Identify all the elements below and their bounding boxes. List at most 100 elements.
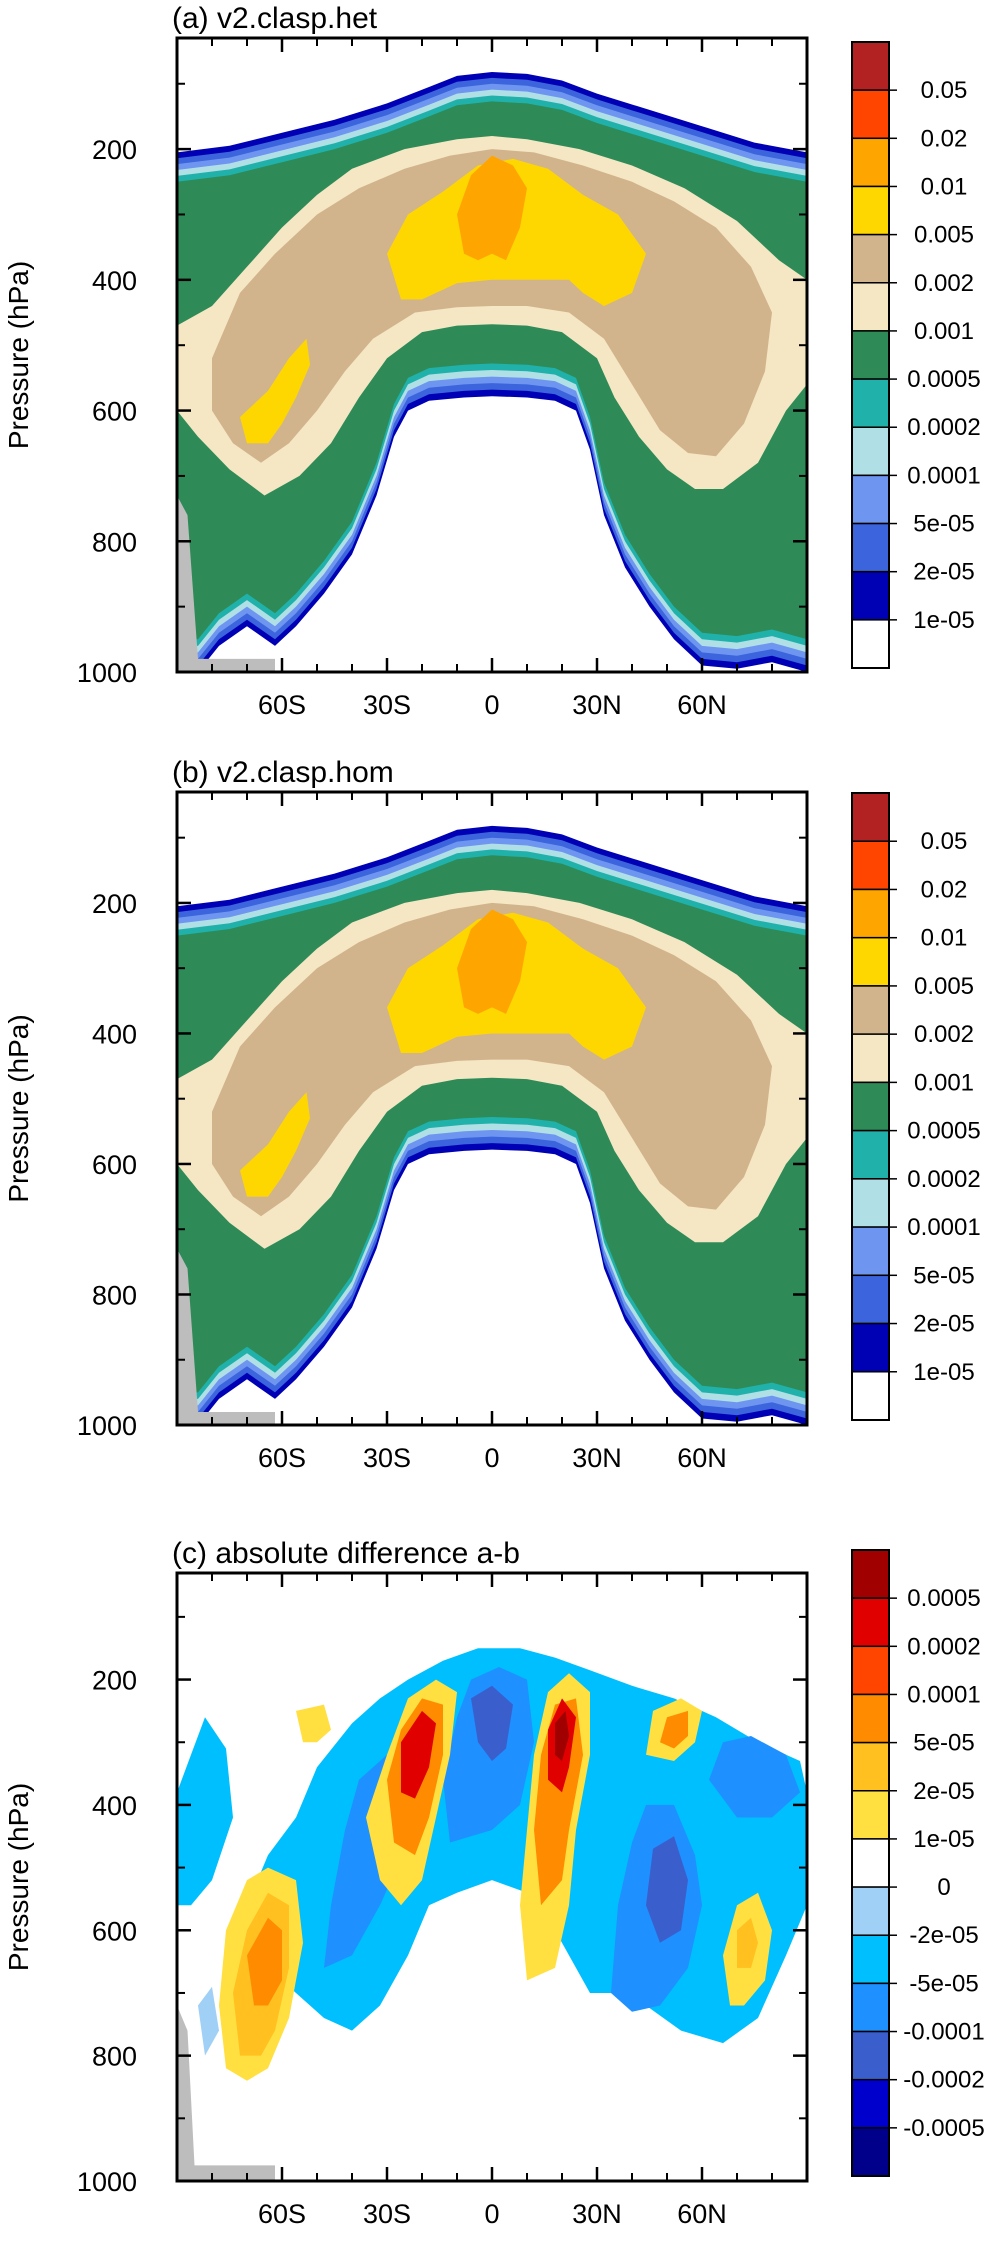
x-tick-label: 60S bbox=[258, 690, 306, 720]
y-tick-label: 1000 bbox=[77, 1411, 137, 1441]
colorbar-swatch bbox=[851, 1129, 890, 1180]
colorbar-label: 0.0005 bbox=[907, 366, 980, 393]
colorbar-swatch bbox=[851, 185, 890, 236]
colorbar-label: -0.0005 bbox=[903, 2115, 984, 2142]
colorbar-label: 2e-05 bbox=[913, 1778, 974, 1805]
y-tick-label: 400 bbox=[92, 1019, 137, 1049]
colorbar-swatch bbox=[851, 474, 890, 525]
chart-title: (a) v2.clasp.het bbox=[172, 2, 378, 35]
y-axis-label: Pressure (hPa) bbox=[3, 1783, 34, 1971]
x-tick-label: 30N bbox=[572, 2199, 622, 2229]
difference-contour bbox=[709, 1736, 800, 1818]
y-axis-label: Pressure (hPa) bbox=[3, 1014, 34, 1202]
y-tick-label: 1000 bbox=[77, 2167, 137, 2197]
colorbar-label: 0.0002 bbox=[907, 1166, 980, 1193]
colorbar-label: 1e-05 bbox=[913, 1826, 974, 1853]
colorbar-swatch bbox=[851, 233, 890, 284]
x-tick-label: 30S bbox=[363, 2199, 411, 2229]
colorbar-label: 5e-05 bbox=[913, 511, 974, 538]
colorbar-frame bbox=[851, 792, 890, 1421]
x-tick-label: 30N bbox=[572, 1443, 622, 1473]
colorbar-swatch bbox=[851, 985, 890, 1035]
colorbar-frame bbox=[851, 41, 890, 669]
x-tick-label: 30S bbox=[363, 690, 411, 720]
panel-1: (b) v2.clasp.hom 200 400 600 800 1000 60S 30S 0 3… bbox=[3, 756, 981, 1473]
colorbar-swatch bbox=[851, 137, 890, 188]
colorbar-label: 0.05 bbox=[921, 77, 968, 104]
colorbar-label: 5e-05 bbox=[913, 1730, 974, 1757]
colorbar-swatch bbox=[851, 1645, 890, 1696]
difference-contour bbox=[555, 1710, 569, 1761]
colorbar-label: 1e-05 bbox=[913, 1359, 974, 1386]
colorbar-swatch bbox=[851, 2078, 890, 2129]
colorbar-swatch bbox=[851, 1081, 890, 1132]
colorbar-label: 0.0002 bbox=[907, 414, 980, 441]
difference-contour bbox=[737, 1917, 758, 1968]
colorbar-swatch bbox=[851, 936, 890, 987]
difference-contour bbox=[471, 1685, 513, 1761]
colorbar-swatch bbox=[851, 1790, 890, 1840]
panel-2: (c) absolute difference a-b 200 400 600 800 1… bbox=[3, 1537, 985, 2229]
x-tick-label: 60N bbox=[677, 1443, 727, 1473]
colorbar-swatch bbox=[851, 330, 890, 380]
y-tick-label: 800 bbox=[92, 527, 137, 557]
difference-contour bbox=[247, 1917, 282, 2006]
colorbar-label: 0.0001 bbox=[907, 462, 980, 489]
colorbar-label: 0.002 bbox=[914, 270, 974, 297]
difference-contour bbox=[660, 1710, 688, 1749]
colorbar-swatch bbox=[851, 2030, 890, 2081]
colorbar-label: 0.001 bbox=[914, 1069, 974, 1096]
colorbar-swatch bbox=[851, 1934, 890, 1985]
x-tick-label: 60N bbox=[677, 2199, 727, 2229]
difference-contour bbox=[198, 1986, 219, 2056]
contour-region-0.002 bbox=[212, 902, 772, 1217]
colorbar-swatch bbox=[851, 41, 890, 91]
colorbar-label: 0.02 bbox=[921, 876, 968, 903]
x-tick-label: 30N bbox=[572, 690, 622, 720]
colorbar-label: 0 bbox=[937, 1874, 950, 1901]
x-tick-label: 0 bbox=[484, 690, 499, 720]
colorbar-label: -0.0001 bbox=[903, 2019, 984, 2046]
colorbar-swatch bbox=[851, 1274, 890, 1325]
panel-0: (a) v2.clasp.het 200 400 600 800 1000 60S 30S 0 3… bbox=[3, 2, 981, 720]
topography-mask bbox=[177, 2005, 275, 2181]
colorbar-label: 0.0005 bbox=[907, 1118, 980, 1145]
colorbar-label: -0.0002 bbox=[903, 2067, 984, 2094]
colorbar-label: 5e-05 bbox=[913, 1262, 974, 1289]
colorbar-label: 0.02 bbox=[921, 125, 968, 152]
y-tick-label: 800 bbox=[92, 2042, 137, 2072]
contour-region-0.01 bbox=[457, 155, 527, 261]
difference-contour bbox=[177, 1717, 233, 1906]
chart-title: (c) absolute difference a-b bbox=[172, 1537, 520, 1570]
x-tick-label: 0 bbox=[484, 1443, 499, 1473]
colorbar-swatch bbox=[851, 1838, 890, 1888]
colorbar-label: -5e-05 bbox=[909, 1970, 978, 1997]
colorbar-swatch bbox=[851, 1693, 890, 1744]
contour-region-0.01 bbox=[457, 909, 527, 1014]
colorbar-swatch bbox=[851, 570, 890, 621]
colorbar-label: 0.0001 bbox=[907, 1214, 980, 1241]
difference-contour bbox=[401, 1710, 436, 1799]
colorbar-swatch bbox=[851, 89, 890, 140]
y-tick-label: 600 bbox=[92, 1916, 137, 1946]
topography-mask bbox=[177, 1248, 275, 1425]
colorbar-swatch bbox=[851, 1226, 890, 1277]
y-tick-label: 600 bbox=[92, 1150, 137, 1180]
colorbar-swatch bbox=[851, 1597, 890, 1648]
colorbar-label: 0.0005 bbox=[907, 1585, 980, 1612]
colorbar-swatch bbox=[851, 426, 890, 477]
colorbar-swatch bbox=[851, 522, 890, 573]
x-tick-label: 30S bbox=[363, 1443, 411, 1473]
colorbar-swatch bbox=[851, 2127, 890, 2177]
x-tick-label: 0 bbox=[484, 2199, 499, 2229]
x-tick-label: 60S bbox=[258, 1443, 306, 1473]
y-tick-label: 200 bbox=[92, 1666, 137, 1696]
y-tick-label: 400 bbox=[92, 1791, 137, 1821]
colorbar-label: 0.0001 bbox=[907, 1681, 980, 1708]
y-tick-label: 600 bbox=[92, 397, 137, 427]
colorbar-swatch bbox=[851, 378, 890, 428]
colorbar-label: 0.01 bbox=[921, 173, 968, 200]
difference-contour bbox=[296, 1704, 331, 1743]
colorbar-swatch bbox=[851, 840, 890, 891]
